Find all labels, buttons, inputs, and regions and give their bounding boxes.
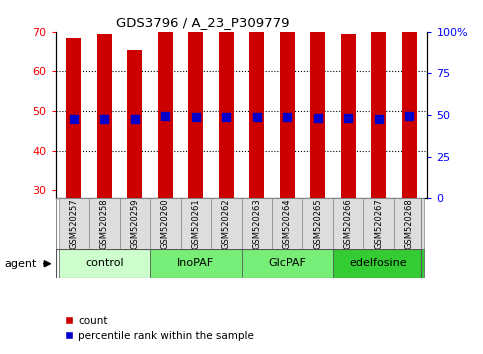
Text: GSM520265: GSM520265 — [313, 199, 322, 249]
Bar — [371, 0, 386, 198]
Bar — [242, 198, 272, 250]
Bar — [242, 249, 333, 278]
Bar — [89, 198, 120, 250]
Bar — [188, 99, 203, 198]
Bar — [341, 145, 356, 198]
Bar — [157, 89, 173, 198]
Bar — [249, 2, 264, 198]
Text: GSM520263: GSM520263 — [252, 199, 261, 249]
Bar — [280, 131, 295, 198]
Text: GSM520259: GSM520259 — [130, 199, 139, 249]
Bar — [401, 0, 417, 198]
Point — [70, 116, 78, 122]
Bar — [310, 133, 326, 198]
Bar — [97, 145, 112, 198]
Text: GSM520261: GSM520261 — [191, 199, 200, 249]
Text: GlcPAF: GlcPAF — [268, 258, 306, 268]
Bar — [401, 109, 417, 198]
Point — [253, 114, 261, 120]
Bar — [157, 0, 173, 198]
Bar — [341, 34, 356, 198]
Bar — [394, 198, 425, 250]
Bar — [219, 4, 234, 198]
Bar — [120, 198, 150, 250]
Bar — [272, 198, 302, 250]
Bar — [363, 198, 394, 250]
Point — [284, 114, 291, 120]
Text: GSM520257: GSM520257 — [70, 199, 78, 249]
Bar — [58, 198, 89, 250]
Point — [192, 114, 199, 120]
Bar — [333, 249, 425, 278]
Bar — [127, 161, 142, 198]
Text: agent: agent — [5, 259, 37, 269]
Text: GSM520258: GSM520258 — [100, 199, 109, 249]
Point — [344, 115, 352, 120]
Bar — [58, 249, 150, 278]
Bar — [97, 34, 112, 198]
Bar — [66, 38, 82, 198]
Bar — [188, 0, 203, 198]
Legend: count, percentile rank within the sample: count, percentile rank within the sample — [61, 312, 258, 345]
Text: GSM520267: GSM520267 — [374, 199, 383, 249]
Bar — [211, 198, 242, 250]
Point — [222, 114, 230, 120]
Text: GSM520262: GSM520262 — [222, 199, 231, 249]
Text: control: control — [85, 258, 124, 268]
Bar — [219, 115, 234, 198]
Bar — [66, 149, 82, 198]
Point — [375, 116, 383, 122]
Point — [161, 113, 169, 119]
Text: GSM520260: GSM520260 — [161, 199, 170, 249]
Point — [314, 115, 322, 120]
Text: edelfosine: edelfosine — [350, 258, 408, 268]
Bar — [371, 65, 386, 198]
Bar — [127, 50, 142, 198]
Text: GSM520264: GSM520264 — [283, 199, 292, 249]
Point — [100, 116, 108, 122]
Bar — [280, 20, 295, 198]
Bar — [333, 198, 363, 250]
Bar — [302, 198, 333, 250]
Text: GSM520266: GSM520266 — [344, 199, 353, 249]
Point — [131, 116, 139, 122]
Text: GDS3796 / A_23_P309779: GDS3796 / A_23_P309779 — [116, 16, 290, 29]
Bar — [150, 249, 242, 278]
Text: InoPAF: InoPAF — [177, 258, 214, 268]
Bar — [150, 198, 181, 250]
Bar — [181, 198, 211, 250]
Text: GSM520268: GSM520268 — [405, 199, 413, 249]
Point — [405, 113, 413, 119]
Bar — [310, 22, 326, 198]
Bar — [249, 113, 264, 198]
